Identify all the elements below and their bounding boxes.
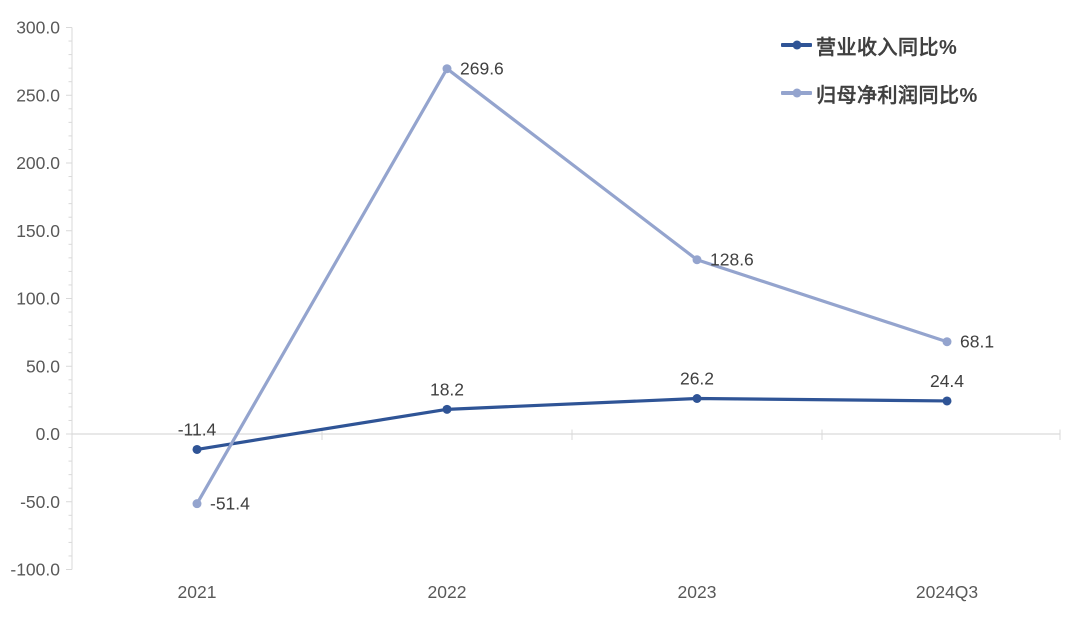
data-point-marker [942, 396, 952, 406]
data-point-marker [442, 64, 452, 74]
data-label: 26.2 [680, 368, 714, 388]
y-tick-label: 50.0 [26, 356, 60, 376]
data-label: 18.2 [430, 379, 464, 399]
series-line [195, 67, 949, 506]
x-tick-label: 2023 [678, 582, 717, 602]
y-tick-label: 300.0 [16, 18, 60, 38]
y-tick-label: -100.0 [10, 560, 60, 580]
data-label: 24.4 [930, 371, 964, 391]
legend-item: 营业收入同比% [781, 30, 978, 60]
legend-label: 归母净利润同比% [816, 84, 978, 107]
legend-label: 营业收入同比% [816, 36, 958, 59]
data-point-marker [192, 499, 202, 509]
data-point-marker [192, 444, 202, 454]
data-point-marker [942, 337, 952, 347]
y-tick-label: 150.0 [16, 221, 60, 241]
series-line [195, 396, 949, 452]
data-label: 128.6 [710, 250, 754, 270]
x-tick-label: 2021 [178, 582, 217, 602]
data-label: 269.6 [460, 59, 504, 79]
y-tick-label: 0.0 [36, 424, 61, 444]
data-point-marker [692, 393, 702, 403]
data-label: 68.1 [960, 332, 994, 352]
legend-marker-dot-icon [792, 88, 801, 98]
y-tick-label: -50.0 [20, 492, 60, 512]
y-tick-label: 250.0 [16, 85, 60, 105]
y-tick-label: 200.0 [16, 153, 60, 173]
legend-marker-icon [781, 88, 812, 98]
y-tick-label: 100.0 [16, 289, 60, 309]
legend: 营业收入同比% 归母净利润同比% [781, 30, 978, 108]
legend-marker-icon [781, 40, 812, 50]
legend-item: 归母净利润同比% [781, 78, 978, 108]
data-point-marker [442, 404, 452, 414]
data-label: -51.4 [210, 494, 250, 514]
x-tick-label: 2022 [428, 582, 467, 602]
data-point-marker [692, 255, 702, 265]
data-label: -11.4 [178, 419, 217, 439]
x-tick-label: 2024Q3 [916, 582, 978, 602]
legend-marker-dot-icon [792, 40, 801, 50]
